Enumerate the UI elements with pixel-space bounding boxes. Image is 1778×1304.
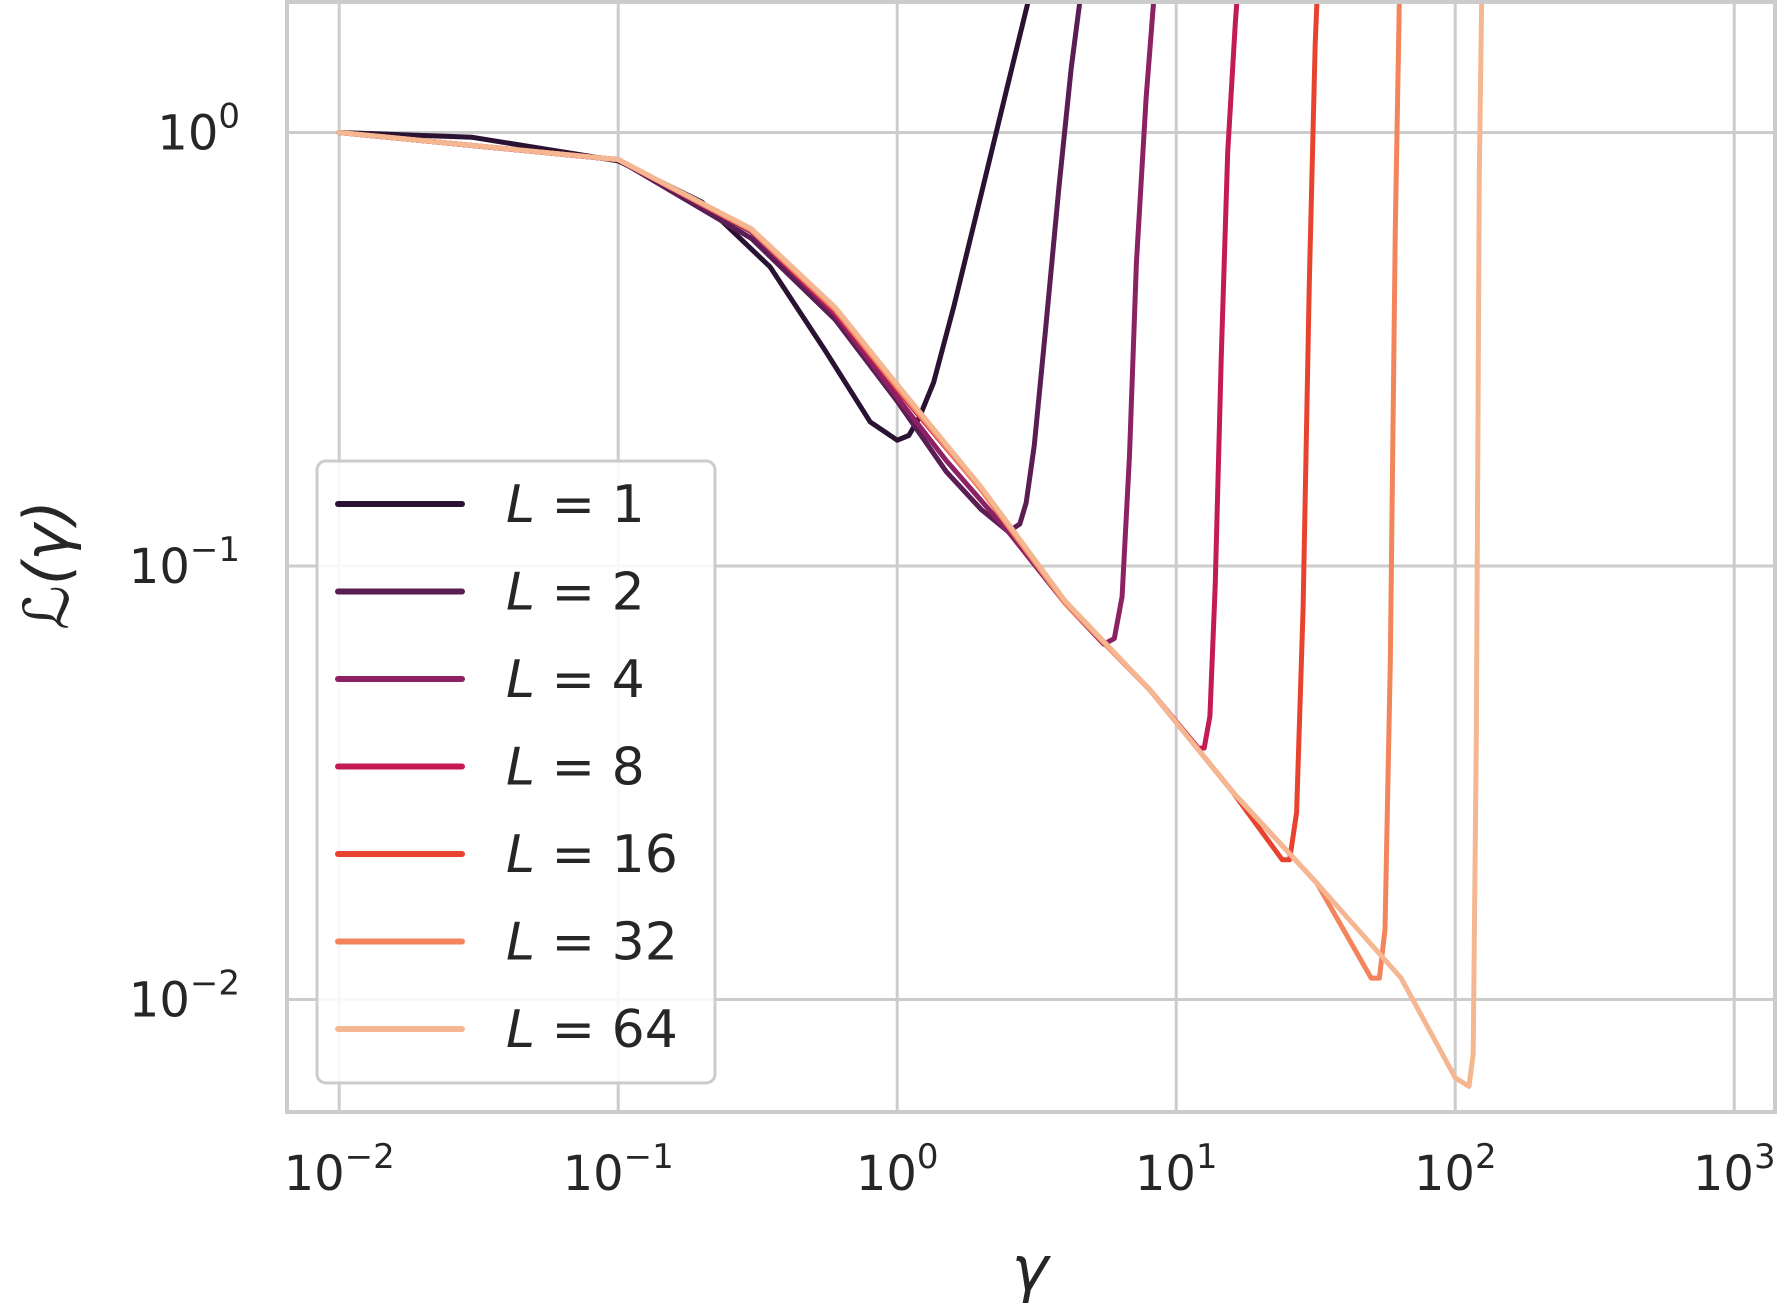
series-line	[336, 2, 1083, 535]
x-axis-label: γ	[1012, 1232, 1052, 1304]
y-axis-label: ℒ(γ)	[10, 500, 83, 630]
y-tick-label: 10−2	[129, 963, 240, 1028]
x-tick-label: 100	[856, 1137, 939, 1202]
legend-label: L = 32	[506, 913, 678, 973]
legend-label: L = 1	[506, 475, 645, 535]
legend-label: L = 2	[506, 563, 645, 623]
series-line	[336, 2, 1485, 1089]
y-tick-labels: 100 10−1 10−2	[129, 96, 240, 1028]
x-tick-label: 102	[1414, 1137, 1497, 1202]
legend-label: L = 16	[506, 825, 678, 885]
series-layer	[336, 2, 1485, 1089]
legend-label: L = 8	[506, 738, 645, 798]
x-tick-label: 101	[1135, 1137, 1218, 1202]
x-tick-label: 10−1	[563, 1137, 674, 1202]
x-tick-labels: 10−2 10−1 100 101 102 103	[284, 1137, 1776, 1202]
series-line	[336, 2, 1031, 443]
x-tick-label: 103	[1693, 1137, 1776, 1202]
legend-label: L = 4	[506, 650, 645, 710]
legend-label: L = 64	[506, 1000, 678, 1060]
y-tick-label: 10−1	[129, 530, 240, 595]
y-tick-label: 100	[157, 96, 240, 161]
legend: L = 1 L = 2 L = 4 L = 8 L = 16 L = 32 L = 64	[315, 459, 717, 1085]
grid	[287, 2, 1775, 1112]
legend-box	[315, 459, 717, 1085]
x-tick-label: 10−2	[284, 1137, 395, 1202]
plot-frame	[285, 0, 1777, 1114]
